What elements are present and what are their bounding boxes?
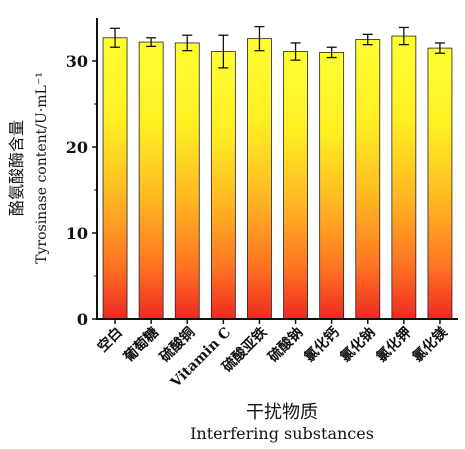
bar xyxy=(283,51,308,320)
y-tick-label: 20 xyxy=(66,138,88,157)
y-axis-title-en: Tyrosinase content/U·mL⁻¹ xyxy=(34,72,50,264)
bar xyxy=(319,52,345,320)
bar xyxy=(210,51,236,320)
x-tick-label: 氯化钾 xyxy=(373,324,415,366)
y-tick-label: 30 xyxy=(66,52,88,71)
x-axis-title-en: Interfering substances xyxy=(190,424,374,443)
y-tick-label: 10 xyxy=(66,224,88,243)
x-tick-label: 空白 xyxy=(94,324,126,356)
x-tick-label: 葡萄糖 xyxy=(120,324,162,366)
x-tick-label: 氯化钙 xyxy=(301,324,343,366)
x-axis-title-zh: 干扰物质 xyxy=(246,402,318,423)
x-tick-label: 氯化镁 xyxy=(409,323,451,365)
x-tick-label: 氯化钠 xyxy=(337,324,379,366)
bar xyxy=(247,38,272,320)
bar xyxy=(355,39,381,320)
bar xyxy=(391,35,417,320)
x-tick-label: 硫酸钠 xyxy=(265,324,307,366)
y-tick-label: 0 xyxy=(77,310,88,329)
bar xyxy=(427,47,453,320)
y-axis-title-zh: 酪氨酸酶含量 xyxy=(7,120,26,216)
bar xyxy=(174,42,200,320)
bar xyxy=(138,41,164,320)
bar xyxy=(102,37,128,320)
